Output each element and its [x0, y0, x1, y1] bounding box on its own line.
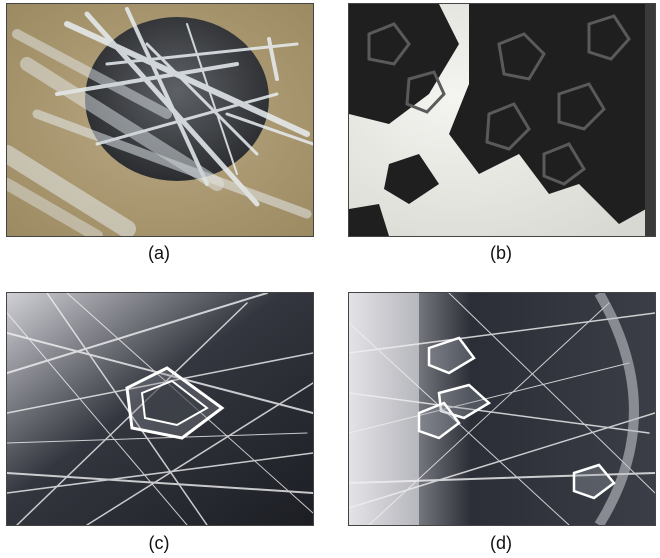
photo-panel-d [348, 292, 656, 526]
photo-panel-a [6, 3, 314, 237]
panel-label-d: (d) [490, 533, 512, 553]
crystal-clusters-photo-b [349, 4, 655, 236]
panel-label-b: (b) [490, 243, 512, 263]
panel-label-c: (c) [148, 533, 170, 553]
crystal-plates-photo-d [349, 293, 655, 525]
photo-panel-c [6, 292, 314, 526]
photo-panel-b [348, 3, 656, 237]
crystal-needles-photo-a [7, 4, 313, 236]
crystal-block-photo-c [7, 293, 313, 525]
panel-label-a: (a) [148, 243, 170, 263]
